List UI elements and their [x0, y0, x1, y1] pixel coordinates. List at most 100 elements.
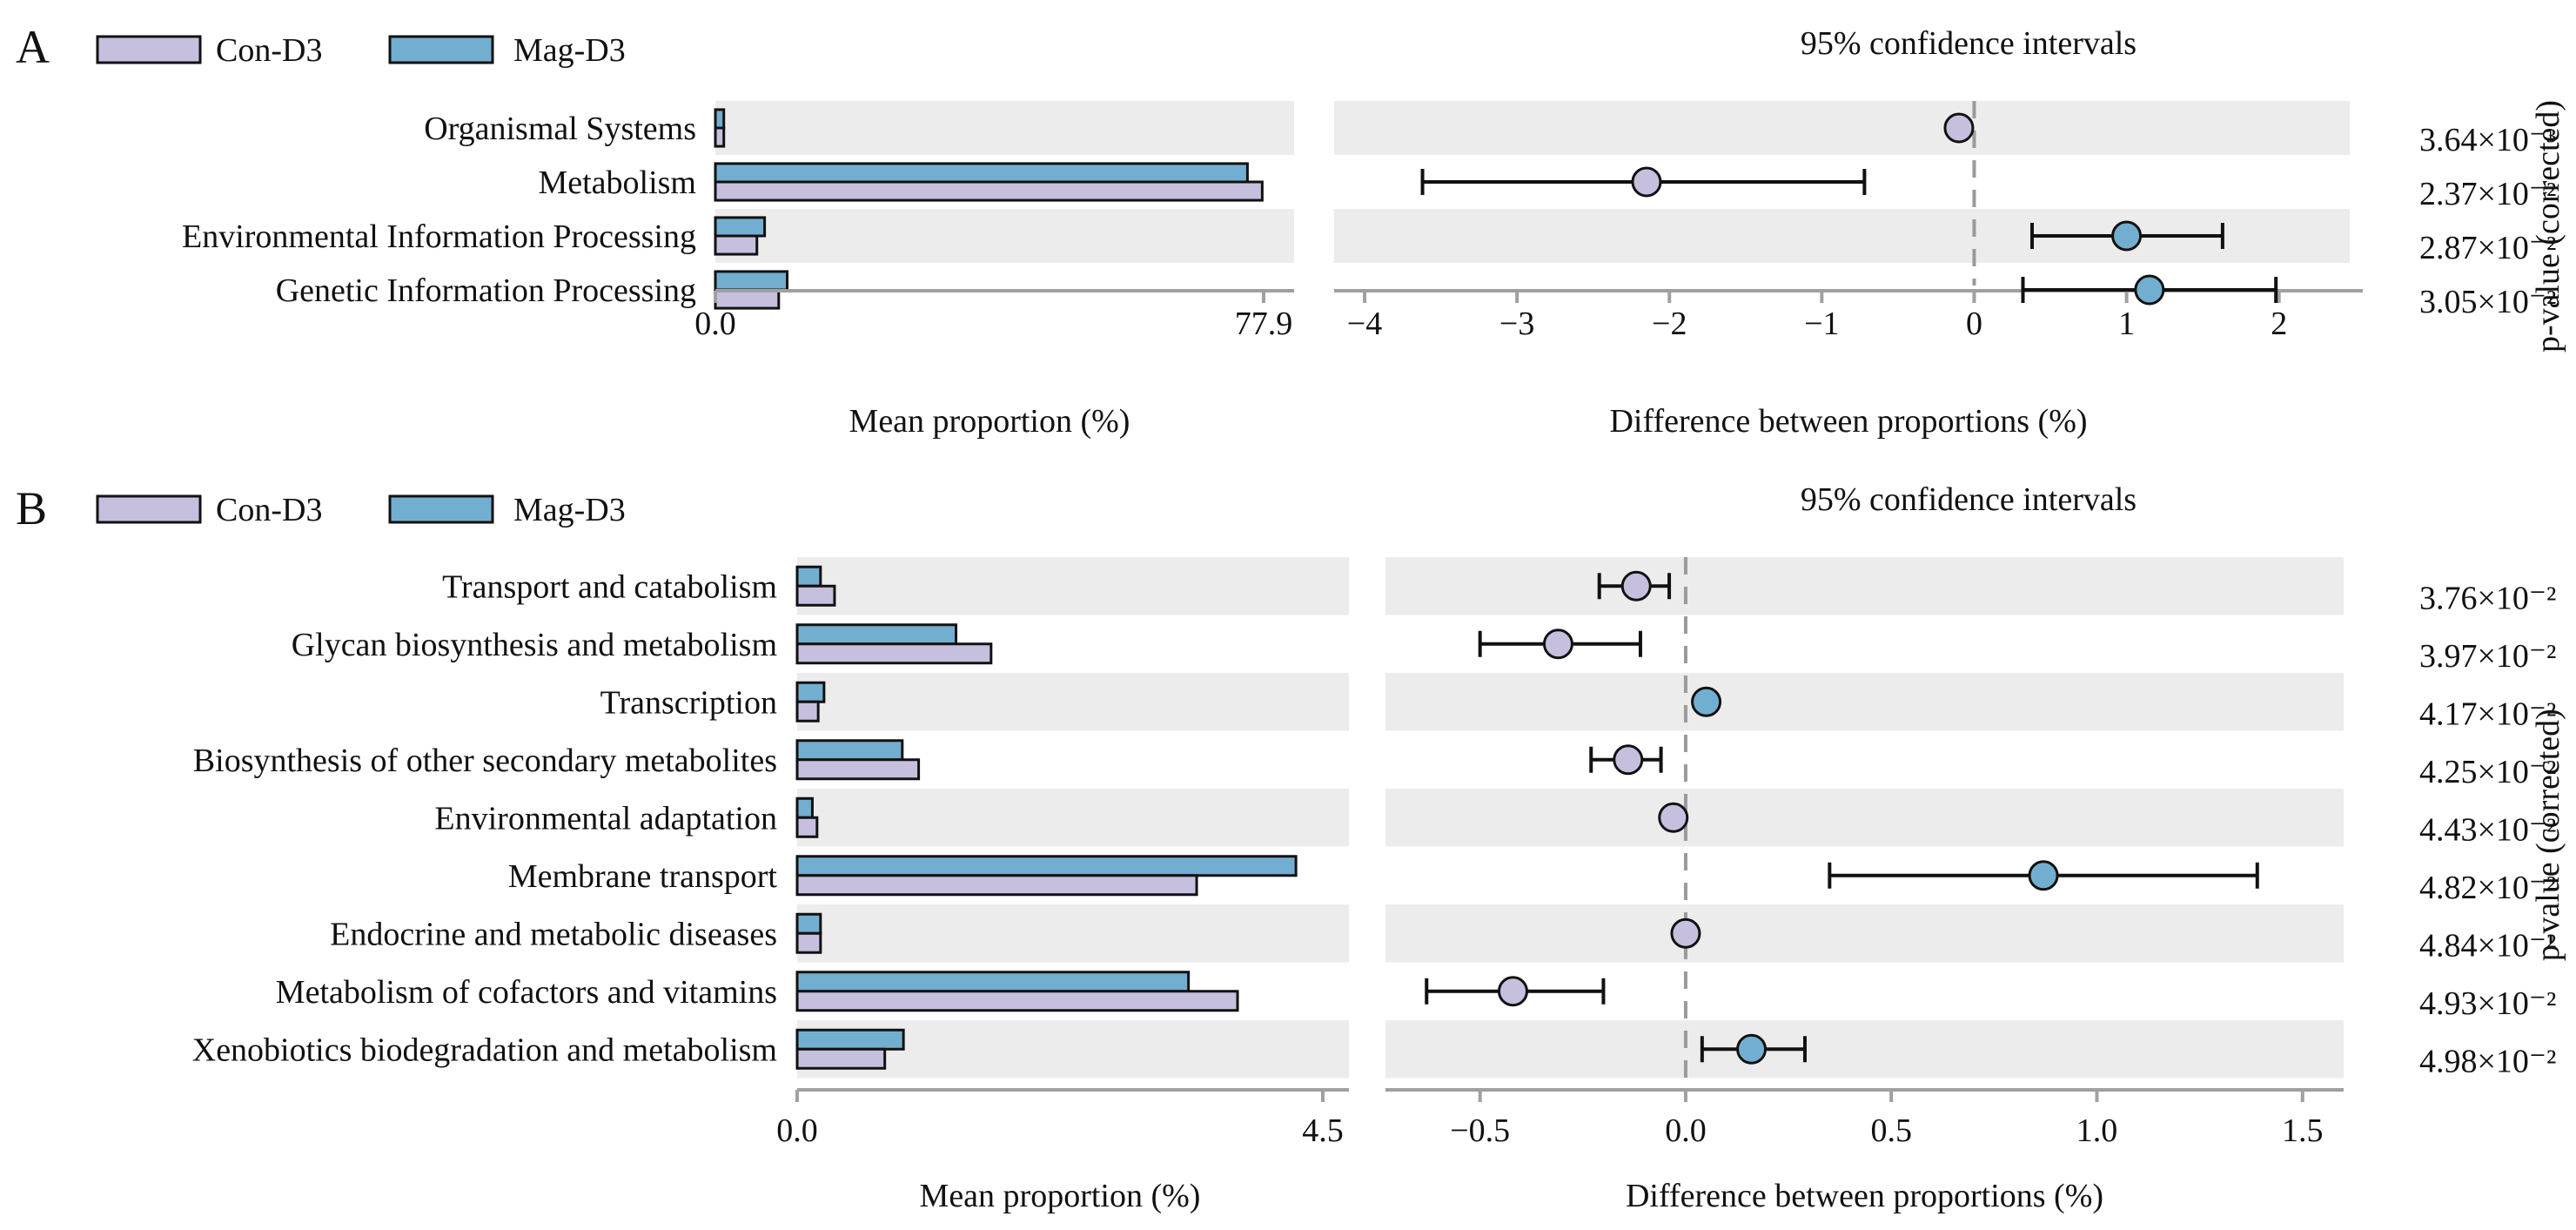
- panel-b-diff-point-xenobiotics-biodegradation-and-metabolism: [1736, 1033, 1768, 1065]
- panel-a-category-label-organismal-systems: Organismal Systems: [424, 111, 696, 147]
- panel-a-pvalue-metabolism: 2.37×10⁻²: [2419, 176, 2556, 212]
- panel-b-bar-mag-d3-glycan-biosynthesis-and-metabolism: [795, 623, 958, 646]
- panel-b-legend-swatch-mag-d3: [388, 494, 494, 524]
- panel-b-bar-con-d3-environmental-adaptation: [795, 816, 819, 838]
- panel-a-diff-band-0: [1334, 101, 2350, 155]
- panel-a-bar-band-0: [715, 101, 1294, 155]
- panel-a-diff-point-metabolism: [1631, 166, 1662, 198]
- panel-a-pvalue-environmental-information-processing: 2.87×10⁻²: [2419, 230, 2556, 266]
- panel-a-bar-tick-label-1: 77.9: [1235, 306, 1293, 342]
- panel-b-category-label-membrane-transport: Membrane transport: [508, 858, 778, 895]
- panel-b-diff-point-metabolism-of-cofactors-and-vitamins: [1497, 976, 1528, 1007]
- panel-b-bar-band-2: [797, 673, 1349, 731]
- panel-b-bar-mag-d3-transcription: [795, 681, 826, 703]
- panel-b-diff-point-glycan-biosynthesis-and-metabolism: [1542, 628, 1573, 660]
- panel-b-pvalue-transport-and-catabolism: 3.76×10⁻²: [2419, 580, 2556, 616]
- panel-b-pvalue-endocrine-and-metabolic-diseases: 4.84×10⁻²: [2419, 927, 2556, 964]
- panel-a-diff-point-environmental-information-processing: [2111, 220, 2143, 252]
- panel-b-pvalue-biosynthesis-of-other-secondary-metabolites: 4.25×10⁻²: [2419, 754, 2556, 790]
- panel-b-bar-con-d3-metabolism-of-cofactors-and-vitamins: [795, 990, 1239, 1012]
- panel-b-bar-mag-d3-transport-and-catabolism: [795, 565, 822, 588]
- panel-a-legend-label-mag-d3: Mag-D3: [513, 32, 626, 69]
- panel-b-diff-band-0: [1385, 557, 2344, 615]
- panel-a-category-label-metabolism: Metabolism: [538, 165, 696, 201]
- panel-b-diff-point-endocrine-and-metabolic-diseases: [1670, 917, 1701, 949]
- panel-b-bar-mag-d3-environmental-adaptation: [795, 796, 814, 819]
- panel-b-diff-xlabel: Difference between proportions (%): [1626, 1178, 2103, 1214]
- panel-a-diff-tick-label-6: 2: [2271, 306, 2287, 342]
- panel-b-category-label-endocrine-and-metabolic-diseases: Endocrine and metabolic diseases: [330, 916, 777, 952]
- panel-b-category-label-metabolism-of-cofactors-and-vitamins: Metabolism of cofactors and vitamins: [276, 974, 777, 1011]
- panel-a-bar-con-d3-organismal-systems: [714, 126, 726, 148]
- panel-a-bar-tick-label-0: 0.0: [694, 306, 736, 342]
- panel-b-bar-con-d3-glycan-biosynthesis-and-metabolism: [795, 642, 993, 665]
- panel-a-diff-tick-label-1: −3: [1499, 306, 1534, 342]
- panel-b-pvalue-axis-label: p-value (corrected): [2530, 709, 2566, 961]
- panel-b-category-label-transcription: Transcription: [600, 684, 777, 721]
- panel-b-bar-mag-d3-metabolism-of-cofactors-and-vitamins: [795, 971, 1191, 993]
- panel-a-legend-swatch-mag-d3: [388, 35, 494, 64]
- panel-a-pvalue-organismal-systems: 3.64×10⁻³: [2419, 122, 2556, 158]
- panel-a-diff-tick-label-4: 0: [1966, 306, 1982, 342]
- panel-a-legend-label-con-d3: Con-D3: [216, 32, 322, 69]
- panel-b-diff-point-transport-and-catabolism: [1620, 570, 1652, 602]
- panel-a-ci-title: 95% confidence intervals: [1801, 25, 2137, 62]
- panel-b-diff-point-biosynthesis-of-other-secondary-metabolites: [1613, 744, 1644, 776]
- panel-b-category-label-xenobiotics-biodegradation-and-metabolism: Xenobiotics biodegradation and metabolis…: [192, 1032, 777, 1068]
- panel-b-bar-con-d3-transport-and-catabolism: [795, 584, 836, 607]
- panel-b-bar-mag-d3-endocrine-and-metabolic-diseases: [795, 912, 822, 935]
- panel-b-category-label-environmental-adaptation: Environmental adaptation: [434, 800, 777, 837]
- panel-b-bar-con-d3-endocrine-and-metabolic-diseases: [795, 931, 822, 954]
- panel-a-letter: A: [16, 21, 50, 73]
- panel-b-legend-label-con-d3: Con-D3: [216, 492, 322, 528]
- panel-b-diff-band-6: [1385, 904, 2344, 963]
- panel-b-diff-point-transcription: [1691, 686, 1722, 717]
- panel-b-diff-band-8: [1385, 1020, 2344, 1079]
- panel-b-diff-point-membrane-transport: [2028, 860, 2059, 891]
- panel-a-bar-mag-d3-metabolism: [714, 162, 1249, 184]
- panel-a-diff-xlabel: Difference between proportions (%): [1609, 403, 2087, 440]
- panel-b-bar-con-d3-transcription: [795, 700, 820, 723]
- panel-b-category-label-biosynthesis-of-other-secondary-metabolites: Biosynthesis of other secondary metaboli…: [193, 743, 777, 779]
- panel-a-diff-point-organismal-systems: [1943, 112, 1975, 144]
- panel-a-diff-tick-label-0: −4: [1347, 306, 1382, 342]
- panel-b-ci-title: 95% confidence intervals: [1801, 481, 2137, 518]
- panel-a-bar-band-2: [715, 209, 1294, 263]
- panel-b-letter: B: [16, 482, 47, 534]
- panel-b-bar-band-4: [797, 789, 1349, 847]
- panel-b-diff-tick-label-0: −0.5: [1450, 1112, 1510, 1149]
- panel-b-bar-con-d3-biosynthesis-of-other-secondary-metabolites: [795, 758, 921, 781]
- panel-b-pvalue-membrane-transport: 4.82×10⁻²: [2419, 870, 2556, 906]
- panel-b-bar-mag-d3-membrane-transport: [795, 855, 1298, 877]
- panel-b-bar-con-d3-membrane-transport: [795, 874, 1198, 897]
- panel-a-pvalue-axis-label: p-value (corrected): [2530, 100, 2566, 353]
- panel-a-category-label-environmental-information-processing: Environmental Information Processing: [182, 218, 696, 255]
- panel-a-diff-tick-label-2: −2: [1652, 306, 1687, 342]
- panel-b-bar-tick-label-1: 4.5: [1302, 1112, 1344, 1149]
- panel-a-bar-xlabel: Mean proportion (%): [849, 403, 1130, 440]
- panel-b-diff-band-2: [1385, 673, 2344, 731]
- panel-a-bar-con-d3-metabolism: [714, 180, 1264, 202]
- panel-b-bar-band-0: [797, 557, 1349, 615]
- panel-b-pvalue-transcription: 4.17×10⁻²: [2419, 696, 2556, 732]
- panel-b-legend-label-mag-d3: Mag-D3: [513, 492, 626, 528]
- panel-b-bar-mag-d3-biosynthesis-of-other-secondary-metabolites: [795, 739, 904, 762]
- panel-b-category-label-transport-and-catabolism: Transport and catabolism: [442, 568, 777, 605]
- panel-b-bar-mag-d3-xenobiotics-biodegradation-and-metabolism: [795, 1028, 905, 1051]
- panel-b-pvalue-xenobiotics-biodegradation-and-metabolism: 4.98×10⁻²: [2419, 1043, 2556, 1079]
- panel-a-bar-con-d3-environmental-information-processing: [714, 234, 759, 256]
- panel-a-pvalue-genetic-information-processing: 3.05×10⁻²: [2419, 284, 2556, 320]
- panel-b-diff-tick-label-2: 0.5: [1870, 1112, 1912, 1149]
- panel-b-bar-tick-label-0: 0.0: [776, 1112, 818, 1149]
- panel-b-diff-tick-label-4: 1.5: [2282, 1112, 2324, 1149]
- panel-b-pvalue-metabolism-of-cofactors-and-vitamins: 4.93×10⁻²: [2419, 985, 2556, 1022]
- panel-b-diff-point-environmental-adaptation: [1658, 802, 1689, 833]
- panel-b-pvalue-glycan-biosynthesis-and-metabolism: 3.97×10⁻²: [2419, 638, 2556, 675]
- panel-b-category-label-glycan-biosynthesis-and-metabolism: Glycan biosynthesis and metabolism: [292, 627, 777, 663]
- panel-b-pvalue-environmental-adaptation: 4.43×10⁻²: [2419, 811, 2556, 848]
- panel-b-bar-xlabel: Mean proportion (%): [920, 1178, 1201, 1214]
- panel-b-bar-band-6: [797, 904, 1349, 963]
- panel-a-legend-swatch-con-d3: [96, 35, 202, 64]
- panel-b-diff-band-4: [1385, 789, 2344, 847]
